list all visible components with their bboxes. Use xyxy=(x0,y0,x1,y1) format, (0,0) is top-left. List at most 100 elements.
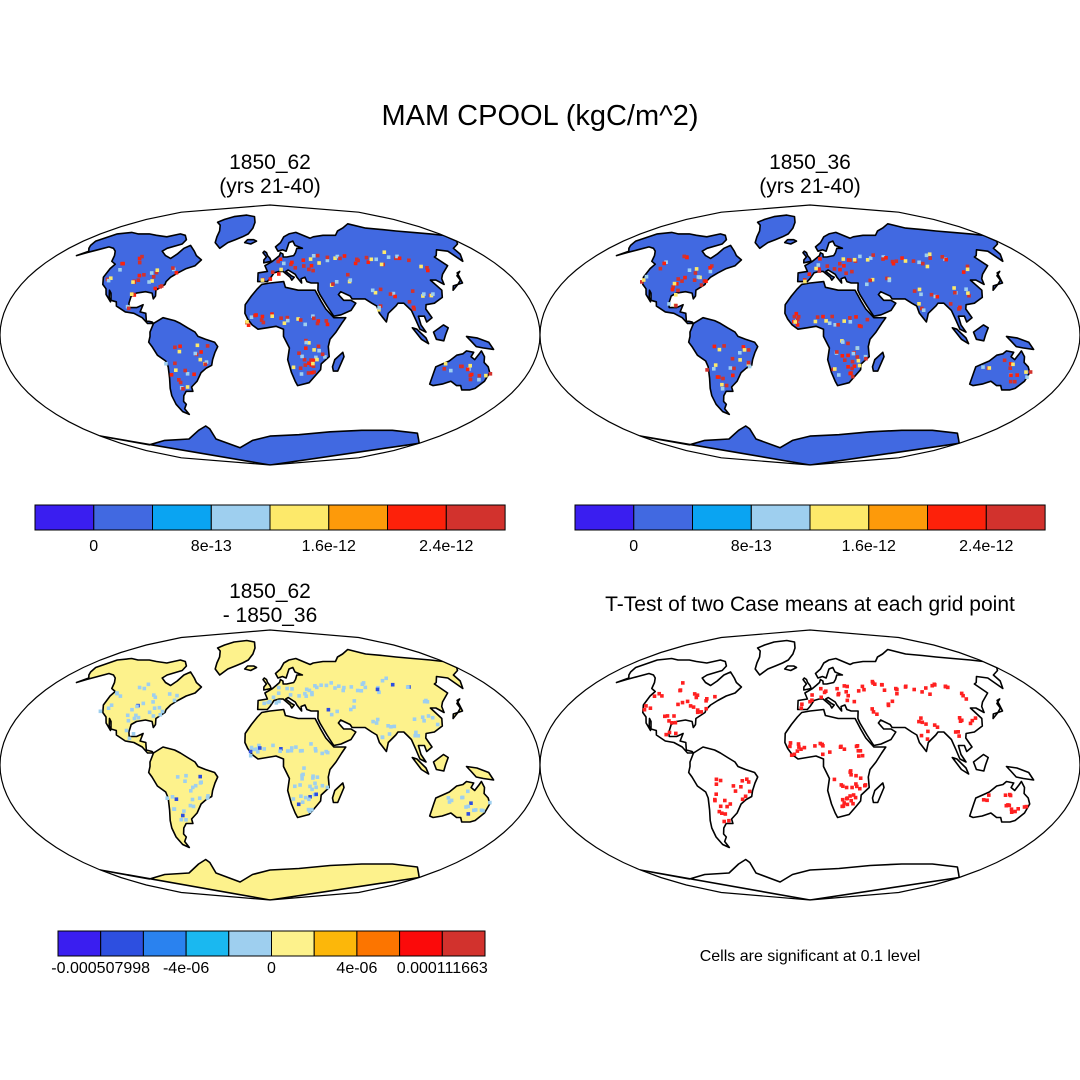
land-new-guinea xyxy=(1005,335,1035,351)
land-south-america xyxy=(687,316,759,416)
grid-cell xyxy=(944,257,948,262)
grid-cell xyxy=(172,698,177,703)
grid-cell xyxy=(672,281,677,286)
grid-cell xyxy=(315,321,320,326)
grid-cell xyxy=(309,358,313,362)
grid-cell xyxy=(644,274,649,279)
panel-title-case1-line1: 1850_62 xyxy=(229,151,311,174)
grid-cell xyxy=(488,372,493,376)
grid-cell xyxy=(793,320,797,324)
grid-cell xyxy=(298,749,303,753)
grid-cell xyxy=(299,372,304,376)
colorbar-label: 0.000111663 xyxy=(396,960,488,977)
grid-cell xyxy=(870,277,875,282)
grid-cell xyxy=(810,693,814,697)
grid-cell xyxy=(389,725,393,729)
grid-cell xyxy=(151,275,156,279)
colorbar-box xyxy=(445,504,506,531)
figure-title: MAM CPOOL (kgC/m^2) xyxy=(381,100,699,132)
colorbar-box xyxy=(809,504,870,531)
grid-cell xyxy=(717,347,722,352)
grid-cell xyxy=(313,747,318,751)
grid-cell xyxy=(371,719,375,724)
grid-cell xyxy=(813,744,817,748)
map-outline-ttest xyxy=(539,629,1080,901)
land-borneo xyxy=(972,324,989,342)
grid-cell xyxy=(395,254,399,259)
grid-cell xyxy=(932,682,937,687)
grid-cell xyxy=(924,253,929,258)
colorbar-cb-diff xyxy=(57,930,486,957)
grid-cell xyxy=(953,730,958,734)
land-layer-case1 xyxy=(75,214,495,465)
grid-cell xyxy=(173,361,177,366)
grid-cell xyxy=(692,692,697,696)
grid-cell xyxy=(885,276,889,281)
grid-cell xyxy=(817,269,822,273)
grid-cell xyxy=(270,312,274,316)
colorbar-box xyxy=(269,504,330,531)
grid-cell xyxy=(158,713,163,717)
grid-cell xyxy=(300,777,304,781)
grid-cell xyxy=(1009,807,1014,811)
colorbar-label: 4e-06 xyxy=(336,960,378,977)
grid-cell xyxy=(882,688,887,692)
grid-cell xyxy=(813,319,818,324)
colorbar-box xyxy=(210,504,271,531)
grid-cell xyxy=(307,341,311,345)
grid-cell xyxy=(961,270,966,274)
grid-cell xyxy=(731,373,735,378)
land-madagascar xyxy=(331,782,345,804)
grid-cell xyxy=(917,260,921,265)
grid-cell xyxy=(303,363,308,367)
grid-cell xyxy=(657,691,661,696)
grid-cell xyxy=(884,256,888,260)
grid-cell xyxy=(704,279,708,283)
grid-cell xyxy=(130,707,134,712)
grid-cell xyxy=(745,777,749,781)
grid-cell xyxy=(699,283,704,287)
grid-cell xyxy=(258,746,262,750)
grid-cell xyxy=(420,715,425,719)
grid-cell xyxy=(948,302,953,306)
grid-cell xyxy=(693,271,698,275)
land-uk xyxy=(802,677,812,691)
grid-cell xyxy=(473,808,478,812)
grid-cell xyxy=(844,271,848,275)
land-sumatra xyxy=(411,327,430,345)
grid-cell xyxy=(394,256,398,261)
grid-cell xyxy=(106,706,111,710)
grid-cell xyxy=(850,269,854,274)
land-antarctica xyxy=(639,425,960,465)
grid-cell xyxy=(856,689,861,693)
colorbar-box xyxy=(93,504,154,531)
grid-cell xyxy=(472,808,476,813)
grid-cell xyxy=(746,360,751,365)
grid-cell xyxy=(855,744,860,748)
grid-cell xyxy=(329,681,333,685)
grid-cell xyxy=(665,714,670,718)
grid-cell xyxy=(316,344,321,349)
grid-cell xyxy=(320,352,325,357)
grid-cell xyxy=(325,255,330,260)
grid-cell xyxy=(721,376,725,381)
grid-cell xyxy=(245,320,249,324)
grid-cell xyxy=(738,351,742,355)
grid-cell xyxy=(797,745,801,749)
grid-cell xyxy=(865,258,870,262)
grid-cell xyxy=(129,292,134,296)
land-sumatra xyxy=(951,327,970,345)
colorbar-box xyxy=(868,504,929,531)
grid-cell xyxy=(203,362,208,367)
colorbar-box xyxy=(57,930,102,957)
grid-cell xyxy=(676,288,680,293)
grid-cell xyxy=(844,785,849,790)
grid-cell xyxy=(312,316,316,321)
colorbar-box xyxy=(271,930,315,957)
grid-cell xyxy=(277,685,281,690)
grid-cell xyxy=(858,776,863,780)
colorbar-box xyxy=(387,504,447,531)
grid-cell xyxy=(807,272,812,276)
grid-cell xyxy=(868,256,873,260)
grid-cell xyxy=(863,354,868,359)
